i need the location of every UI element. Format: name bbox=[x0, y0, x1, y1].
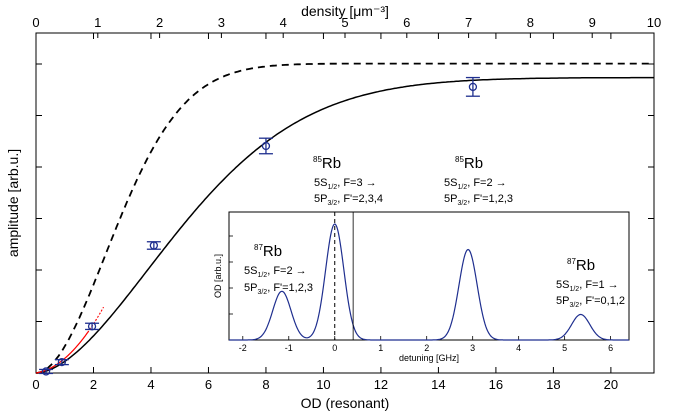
inset-tick-label: -2 bbox=[239, 343, 247, 353]
top-tick-label: 6 bbox=[403, 15, 410, 30]
svg-text:85Rb: 85Rb bbox=[313, 155, 341, 172]
annotation-rb85-f3: 85Rb 5S1/2, F=3 → 5P3/2, F'=2,3,4 bbox=[313, 155, 383, 207]
inset-tick-label: 6 bbox=[608, 343, 613, 353]
bottom-tick-label: 20 bbox=[604, 377, 618, 392]
red-linear-curve bbox=[35, 332, 89, 374]
bottom-tick-label: 12 bbox=[374, 377, 388, 392]
inset-x-axis: -2 -1 0 1 2 3 4 5 6 bbox=[239, 336, 613, 353]
top-axis-label: density [μm⁻³] bbox=[301, 3, 389, 19]
top-tick-label: 0 bbox=[32, 15, 39, 30]
top-x-axis: 0 1 2 3 4 5 6 7 8 9 10 bbox=[32, 15, 661, 38]
svg-text:5S1/2, F=3 →: 5S1/2, F=3 → bbox=[314, 177, 377, 191]
top-tick-label: 7 bbox=[465, 15, 472, 30]
svg-text:5P3/2, F'=1,2,3: 5P3/2, F'=1,2,3 bbox=[244, 282, 313, 296]
svg-text:5P3/2, F'=0,1,2: 5P3/2, F'=0,1,2 bbox=[556, 295, 625, 309]
bottom-tick-label: 14 bbox=[431, 377, 445, 392]
inset-frame bbox=[228, 211, 630, 341]
svg-text:85Rb: 85Rb bbox=[455, 155, 483, 172]
inset-spectrum-curve bbox=[229, 223, 629, 341]
red-linear-extension bbox=[87, 306, 104, 333]
top-tick-label: 3 bbox=[218, 15, 225, 30]
top-tick-label: 4 bbox=[280, 15, 287, 30]
data-point bbox=[39, 367, 54, 376]
dashed-theory-curve bbox=[35, 62, 654, 374]
inset-tick-label: 3 bbox=[470, 343, 475, 353]
inset-tick-label: 2 bbox=[424, 343, 429, 353]
top-tick-label: 1 bbox=[94, 15, 101, 30]
inset-tick-label: 5 bbox=[562, 343, 567, 353]
svg-text:5S1/2, F=2 →: 5S1/2, F=2 → bbox=[444, 177, 507, 191]
inset-spectrum: -2 -1 0 1 2 3 4 5 6 detuning [GHz] OD [arb.u.] 8… bbox=[213, 211, 630, 363]
data-points bbox=[39, 76, 480, 376]
inset-y-axis bbox=[229, 235, 233, 315]
data-point bbox=[85, 322, 100, 331]
inset-tick-label: 1 bbox=[378, 343, 383, 353]
rb85-mass: 85 bbox=[313, 155, 322, 164]
bottom-tick-label: 4 bbox=[147, 377, 154, 392]
bottom-tick-label: 8 bbox=[262, 377, 269, 392]
bottom-x-axis: 0 2 4 6 8 10 12 14 16 18 20 bbox=[32, 33, 618, 392]
bottom-tick-label: 2 bbox=[90, 377, 97, 392]
y-axis bbox=[36, 63, 654, 374]
bottom-tick-label: 6 bbox=[205, 377, 212, 392]
svg-text:5P3/2, F'=2,3,4: 5P3/2, F'=2,3,4 bbox=[314, 193, 383, 207]
data-point bbox=[54, 357, 69, 367]
inset-tick-label: 0 bbox=[332, 343, 337, 353]
top-tick-label: 9 bbox=[589, 15, 596, 30]
data-point bbox=[258, 137, 273, 155]
svg-text:5P3/2, F'=1,2,3: 5P3/2, F'=1,2,3 bbox=[444, 193, 513, 207]
bottom-tick-label: 10 bbox=[316, 377, 330, 392]
top-tick-label: 10 bbox=[647, 15, 661, 30]
rb85-label: Rb bbox=[322, 155, 341, 172]
inset-x-label: detuning [GHz] bbox=[399, 353, 459, 363]
top-tick-label: 5 bbox=[341, 15, 348, 30]
bottom-tick-label: 0 bbox=[32, 377, 39, 392]
x-axis-label: OD (resonant) bbox=[301, 395, 390, 411]
data-point bbox=[146, 241, 161, 250]
bottom-tick-label: 16 bbox=[489, 377, 503, 392]
svg-text:5S1/2, F=1 →: 5S1/2, F=1 → bbox=[556, 279, 619, 293]
svg-text:87Rb: 87Rb bbox=[567, 257, 595, 274]
top-tick-label: 8 bbox=[527, 15, 534, 30]
annotation-rb87-f2: 87Rb 5S1/2, F=2 → 5P3/2, F'=1,2,3 bbox=[244, 243, 313, 296]
svg-text:5S1/2, F=2 →: 5S1/2, F=2 → bbox=[244, 265, 307, 279]
bottom-tick-label: 18 bbox=[546, 377, 560, 392]
solid-fit-curve bbox=[35, 76, 654, 374]
annotation-rb85-f2: 85Rb 5S1/2, F=2 → 5P3/2, F'=1,2,3 bbox=[444, 155, 513, 207]
svg-text:87Rb: 87Rb bbox=[254, 243, 282, 260]
inset-tick-label: 4 bbox=[516, 343, 521, 353]
top-tick-label: 2 bbox=[156, 15, 163, 30]
inset-tick-label: -1 bbox=[285, 343, 293, 353]
data-point bbox=[465, 76, 480, 97]
annotation-rb87-f1: 87Rb 5S1/2, F=1 → 5P3/2, F'=0,1,2 bbox=[556, 257, 625, 309]
inset-y-label: OD [arb.u.] bbox=[213, 254, 223, 298]
y-axis-label: amplitude [arb.u.] bbox=[5, 149, 21, 257]
